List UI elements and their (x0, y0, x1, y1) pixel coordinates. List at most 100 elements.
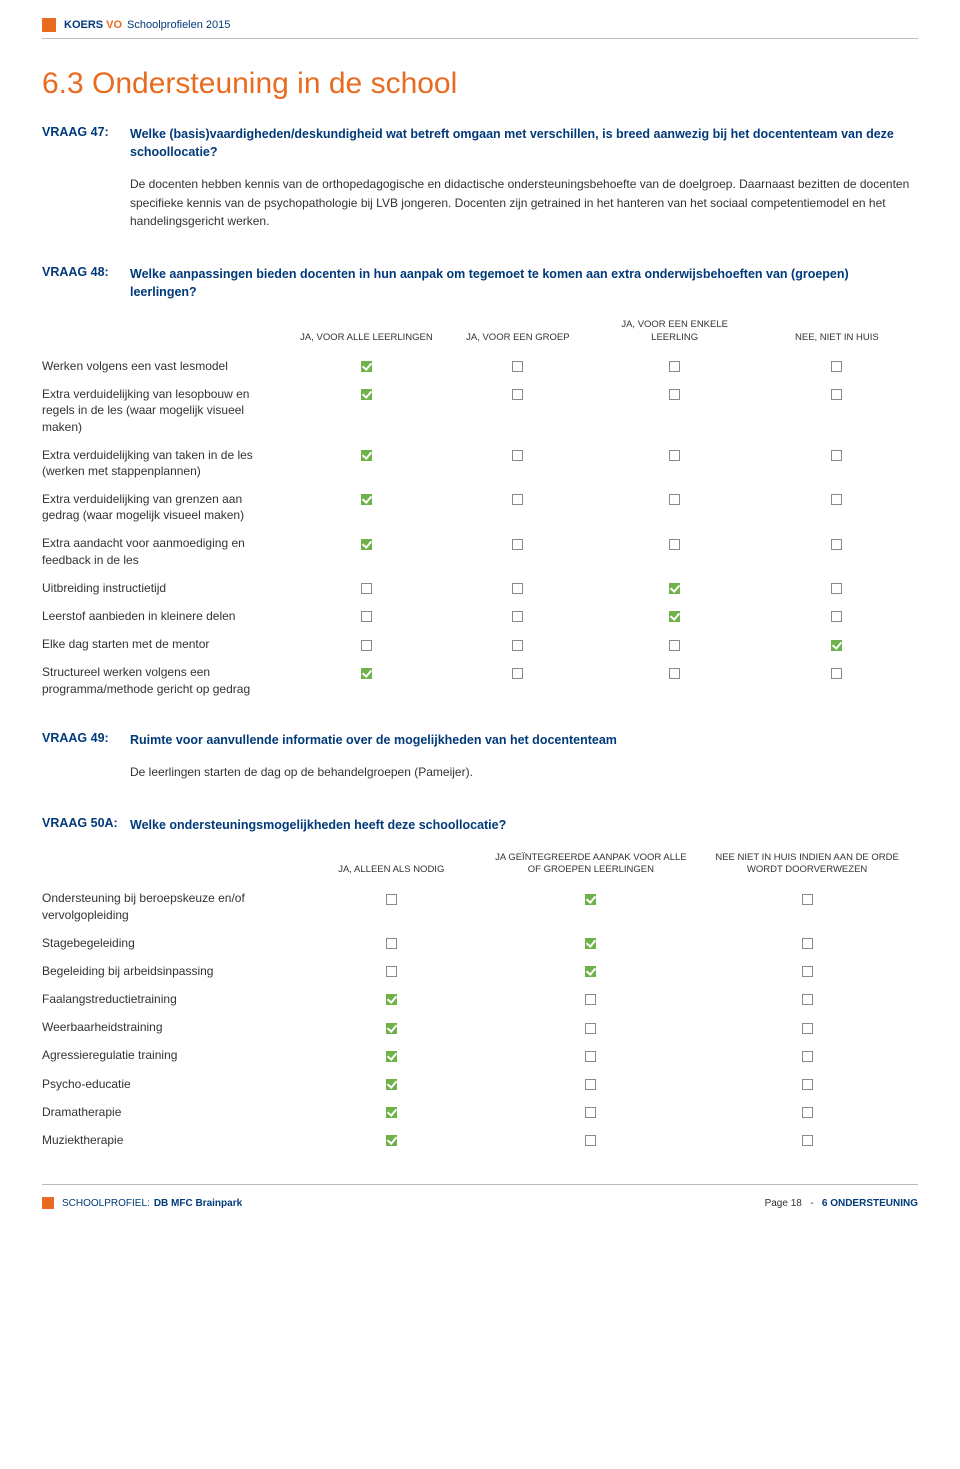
checkbox-checked-icon[interactable] (386, 994, 397, 1005)
checkbox-checked-icon[interactable] (669, 583, 680, 594)
checkbox-empty-icon[interactable] (802, 1023, 813, 1034)
checkbox-cell (756, 441, 918, 485)
checkbox-empty-icon[interactable] (831, 450, 842, 461)
checkbox-empty-icon[interactable] (669, 494, 680, 505)
checkbox-checked-icon[interactable] (386, 1023, 397, 1034)
checkbox-checked-icon[interactable] (361, 668, 372, 679)
checkbox-cell (291, 485, 442, 529)
checkbox-cell (594, 380, 756, 441)
checkbox-empty-icon[interactable] (386, 894, 397, 905)
checkbox-cell (486, 985, 697, 1013)
checkbox-empty-icon[interactable] (802, 894, 813, 905)
checkbox-cell (756, 380, 918, 441)
checkbox-empty-icon[interactable] (831, 668, 842, 679)
checkbox-checked-icon[interactable] (361, 494, 372, 505)
checkbox-empty-icon[interactable] (669, 539, 680, 550)
checkbox-empty-icon[interactable] (669, 389, 680, 400)
checkbox-empty-icon[interactable] (512, 668, 523, 679)
checkbox-cell (756, 658, 918, 702)
checkbox-checked-icon[interactable] (585, 966, 596, 977)
checkbox-empty-icon[interactable] (585, 1023, 596, 1034)
table-row: Extra verduidelijking van grenzen aan ge… (42, 485, 918, 529)
footer: SCHOOLPROFIEL: DB MFC Brainpark Page 18 … (42, 1184, 918, 1209)
row-label: Werken volgens een vast lesmodel (42, 352, 291, 380)
checkbox-empty-icon[interactable] (512, 389, 523, 400)
checkbox-cell (486, 1013, 697, 1041)
checkbox-empty-icon[interactable] (361, 583, 372, 594)
checkbox-empty-icon[interactable] (386, 938, 397, 949)
checkbox-empty-icon[interactable] (831, 389, 842, 400)
checkbox-empty-icon[interactable] (802, 1051, 813, 1062)
checkbox-cell (291, 352, 442, 380)
checkbox-cell (442, 352, 593, 380)
checkbox-cell (442, 485, 593, 529)
checkbox-empty-icon[interactable] (802, 966, 813, 977)
checkbox-empty-icon[interactable] (585, 1079, 596, 1090)
checkbox-cell (297, 1126, 486, 1154)
vraag-answer: De leerlingen starten de dag op de behan… (130, 763, 918, 782)
checkbox-empty-icon[interactable] (585, 1051, 596, 1062)
checkbox-cell (486, 1126, 697, 1154)
table-row: Structureel werken volgens een programma… (42, 658, 918, 702)
checkbox-empty-icon[interactable] (669, 361, 680, 372)
table-row: Leerstof aanbieden in kleinere delen (42, 602, 918, 630)
checkbox-cell (291, 602, 442, 630)
checkbox-cell (486, 929, 697, 957)
checkbox-checked-icon[interactable] (386, 1107, 397, 1118)
checkbox-empty-icon[interactable] (802, 1079, 813, 1090)
checkbox-cell (297, 1013, 486, 1041)
checkbox-empty-icon[interactable] (802, 1135, 813, 1146)
table-row: Extra verduidelijking van lesopbouw en r… (42, 380, 918, 441)
checkbox-empty-icon[interactable] (585, 1135, 596, 1146)
checkbox-cell (442, 529, 593, 573)
table-row: Dramatherapie (42, 1098, 918, 1126)
checkbox-empty-icon[interactable] (669, 668, 680, 679)
row-label: Ondersteuning bij beroepskeuze en/of ver… (42, 884, 297, 928)
checkbox-checked-icon[interactable] (361, 539, 372, 550)
checkbox-empty-icon[interactable] (512, 583, 523, 594)
checkbox-checked-icon[interactable] (386, 1079, 397, 1090)
checkbox-empty-icon[interactable] (831, 611, 842, 622)
checkbox-empty-icon[interactable] (585, 994, 596, 1005)
checkbox-empty-icon[interactable] (386, 966, 397, 977)
checkbox-cell (291, 658, 442, 702)
checkbox-empty-icon[interactable] (802, 1107, 813, 1118)
checkbox-checked-icon[interactable] (361, 450, 372, 461)
checkbox-checked-icon[interactable] (585, 894, 596, 905)
checkbox-checked-icon[interactable] (361, 389, 372, 400)
checkbox-empty-icon[interactable] (361, 640, 372, 651)
checkbox-empty-icon[interactable] (512, 539, 523, 550)
checkbox-checked-icon[interactable] (361, 361, 372, 372)
checkbox-empty-icon[interactable] (802, 994, 813, 1005)
checkbox-checked-icon[interactable] (669, 611, 680, 622)
checkbox-empty-icon[interactable] (669, 640, 680, 651)
table-row: Muziektherapie (42, 1126, 918, 1154)
checkbox-checked-icon[interactable] (831, 640, 842, 651)
checkbox-checked-icon[interactable] (585, 938, 596, 949)
checkbox-checked-icon[interactable] (386, 1135, 397, 1146)
checkbox-checked-icon[interactable] (386, 1051, 397, 1062)
checkbox-cell (486, 957, 697, 985)
checkbox-empty-icon[interactable] (585, 1107, 596, 1118)
checkbox-empty-icon[interactable] (361, 611, 372, 622)
checkbox-empty-icon[interactable] (802, 938, 813, 949)
checkbox-empty-icon[interactable] (512, 640, 523, 651)
checkbox-cell (594, 574, 756, 602)
checkbox-cell (696, 1013, 918, 1041)
vraag-text: Welke ondersteuningsmogelijkheden heeft … (130, 816, 506, 834)
row-label: Extra verduidelijking van grenzen aan ge… (42, 485, 291, 529)
checkbox-cell (442, 574, 593, 602)
checkbox-empty-icon[interactable] (831, 539, 842, 550)
checkbox-cell (594, 352, 756, 380)
row-label: Faalangstreductietraining (42, 985, 297, 1013)
checkbox-empty-icon[interactable] (831, 494, 842, 505)
checkbox-empty-icon[interactable] (512, 450, 523, 461)
checkbox-empty-icon[interactable] (831, 361, 842, 372)
checkbox-empty-icon[interactable] (512, 611, 523, 622)
checkbox-empty-icon[interactable] (669, 450, 680, 461)
header-vo: VO (106, 19, 122, 31)
checkbox-empty-icon[interactable] (831, 583, 842, 594)
checkbox-empty-icon[interactable] (512, 361, 523, 372)
checkbox-empty-icon[interactable] (512, 494, 523, 505)
checkbox-cell (696, 1041, 918, 1069)
